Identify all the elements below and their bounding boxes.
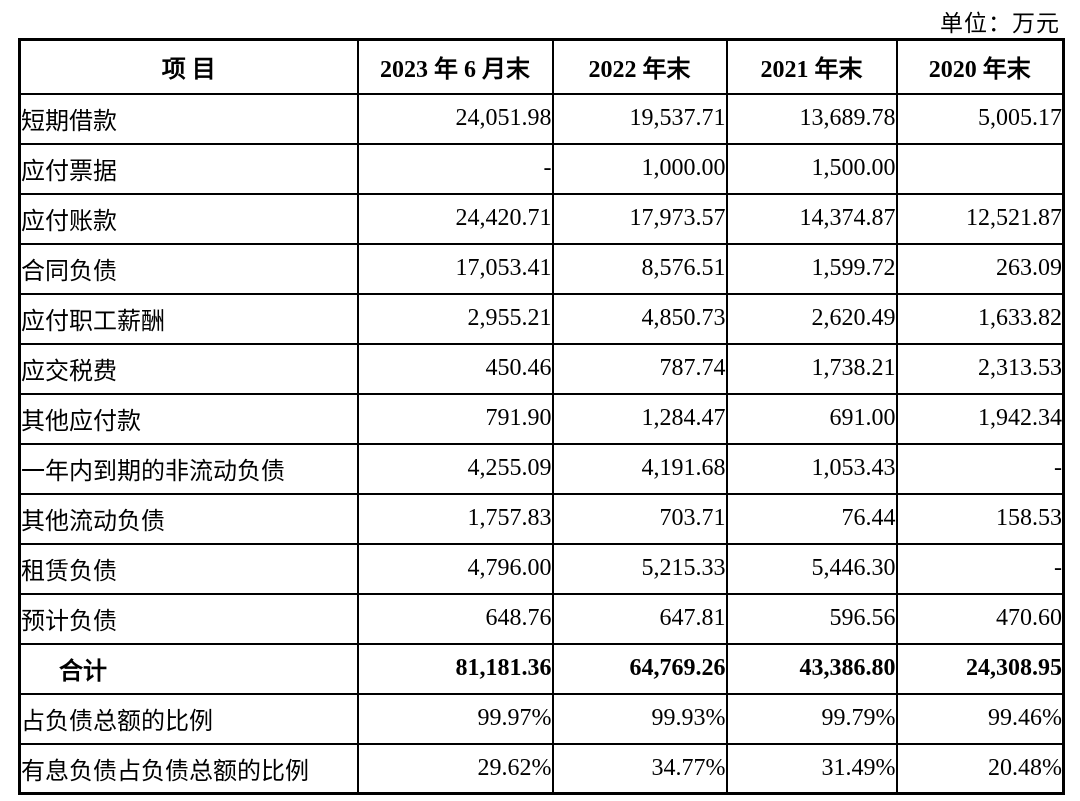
- row-label: 占负债总额的比例: [18, 692, 359, 745]
- cell-value: 99.79%: [725, 692, 898, 745]
- table-row: 预计负债 648.76 647.81 596.56 470.60: [18, 592, 1065, 645]
- row-label: 其他应付款: [18, 392, 359, 445]
- row-label: 合同负债: [18, 242, 359, 295]
- cell-value: 5,005.17: [895, 92, 1065, 145]
- column-header-2023h1: 2023 年 6 月末: [356, 38, 554, 95]
- table-row: 占负债总额的比例 99.97% 99.93% 99.79% 99.46%: [18, 692, 1065, 745]
- cell-value: 450.46: [356, 342, 554, 395]
- column-header-item: 项 目: [18, 38, 359, 95]
- cell-value: -: [895, 542, 1065, 595]
- row-label: 合计: [18, 642, 359, 695]
- row-label: 应付职工薪酬: [18, 292, 359, 345]
- cell-value: 5,446.30: [725, 542, 898, 595]
- row-label: 有息负债占负债总额的比例: [18, 742, 359, 795]
- table-row: 合同负债 17,053.41 8,576.51 1,599.72 263.09: [18, 242, 1065, 295]
- cell-value: 24,420.71: [356, 192, 554, 245]
- cell-value: 4,850.73: [551, 292, 728, 345]
- cell-value: 31.49%: [725, 742, 898, 795]
- row-label: 预计负债: [18, 592, 359, 645]
- column-header-2021: 2021 年末: [725, 38, 898, 95]
- cell-value: 1,599.72: [725, 242, 898, 295]
- cell-value: 81,181.36: [356, 642, 554, 695]
- row-label: 租赁负债: [18, 542, 359, 595]
- cell-value: -: [356, 142, 554, 195]
- cell-value: 29.62%: [356, 742, 554, 795]
- cell-value: 1,633.82: [895, 292, 1065, 345]
- cell-value: 1,500.00: [725, 142, 898, 195]
- cell-value: 43,386.80: [725, 642, 898, 695]
- cell-value: 20.48%: [895, 742, 1065, 795]
- cell-value: 17,973.57: [551, 192, 728, 245]
- table-row: 应付账款 24,420.71 17,973.57 14,374.87 12,521.87: [18, 192, 1065, 245]
- table-row: 短期借款 24,051.98 19,537.71 13,689.78 5,005.17: [18, 92, 1065, 145]
- cell-value: 99.93%: [551, 692, 728, 745]
- header-row: 项 目 2023 年 6 月末 2022 年末 2021 年末 2020 年末: [18, 38, 1065, 95]
- cell-value: 24,308.95: [895, 642, 1065, 695]
- row-label: 其他流动负债: [18, 492, 359, 545]
- cell-value: 19,537.71: [551, 92, 728, 145]
- table-row: 其他流动负债 1,757.83 703.71 76.44 158.53: [18, 492, 1065, 545]
- column-header-2022: 2022 年末: [551, 38, 728, 95]
- cell-value: 648.76: [356, 592, 554, 645]
- cell-value: 470.60: [895, 592, 1065, 645]
- cell-value: 791.90: [356, 392, 554, 445]
- table-body: 短期借款 24,051.98 19,537.71 13,689.78 5,005.17 应…: [18, 92, 1065, 795]
- cell-value: [895, 142, 1065, 195]
- row-label: 应付票据: [18, 142, 359, 195]
- cell-value: 4,796.00: [356, 542, 554, 595]
- cell-value: 99.46%: [895, 692, 1065, 745]
- cell-value: 34.77%: [551, 742, 728, 795]
- cell-value: 1,053.43: [725, 442, 898, 495]
- cell-value: 5,215.33: [551, 542, 728, 595]
- cell-value: 1,000.00: [551, 142, 728, 195]
- table-row: 有息负债占负债总额的比例 29.62% 34.77% 31.49% 20.48%: [18, 742, 1065, 795]
- cell-value: 703.71: [551, 492, 728, 545]
- cell-value: 1,942.34: [895, 392, 1065, 445]
- table-row: 一年内到期的非流动负债 4,255.09 4,191.68 1,053.43-: [18, 442, 1065, 495]
- unit-label: 单位：万元: [940, 11, 1060, 36]
- row-label: 应付账款: [18, 192, 359, 245]
- cell-value: 647.81: [551, 592, 728, 645]
- table-row: 合计 81,181.36 64,769.26 43,386.80 24,308.95: [18, 642, 1065, 695]
- cell-value: 99.97%: [356, 692, 554, 745]
- cell-value: 596.56: [725, 592, 898, 645]
- cell-value: 24,051.98: [356, 92, 554, 145]
- cell-value: 2,313.53: [895, 342, 1065, 395]
- financial-table: 项 目 2023 年 6 月末 2022 年末 2021 年末 2020 年末 …: [18, 38, 1065, 795]
- cell-value: 1,757.83: [356, 492, 554, 545]
- cell-value: 1,284.47: [551, 392, 728, 445]
- table-row: 应交税费 450.46 787.74 1,738.21 2,313.53: [18, 342, 1065, 395]
- cell-value: 8,576.51: [551, 242, 728, 295]
- cell-value: 4,191.68: [551, 442, 728, 495]
- cell-value: 1,738.21: [725, 342, 898, 395]
- cell-value: 787.74: [551, 342, 728, 395]
- table-row: 应付职工薪酬 2,955.21 4,850.73 2,620.49 1,633.82: [18, 292, 1065, 345]
- row-label: 应交税费: [18, 342, 359, 395]
- cell-value: 158.53: [895, 492, 1065, 545]
- cell-value: 64,769.26: [551, 642, 728, 695]
- table-header: 项 目 2023 年 6 月末 2022 年末 2021 年末 2020 年末: [18, 38, 1065, 95]
- row-label: 一年内到期的非流动负债: [18, 442, 359, 495]
- cell-value: 13,689.78: [725, 92, 898, 145]
- cell-value: 76.44: [725, 492, 898, 545]
- cell-value: 2,620.49: [725, 292, 898, 345]
- table-row: 其他应付款 791.90 1,284.47 691.00 1,942.34: [18, 392, 1065, 445]
- cell-value: 263.09: [895, 242, 1065, 295]
- cell-value: 14,374.87: [725, 192, 898, 245]
- cell-value: 17,053.41: [356, 242, 554, 295]
- cell-value: 4,255.09: [356, 442, 554, 495]
- cell-value: 2,955.21: [356, 292, 554, 345]
- cell-value: 691.00: [725, 392, 898, 445]
- cell-value: -: [895, 442, 1065, 495]
- table-row: 租赁负债 4,796.00 5,215.33 5,446.30-: [18, 542, 1065, 595]
- row-label: 短期借款: [18, 92, 359, 145]
- cell-value: 12,521.87: [895, 192, 1065, 245]
- column-header-2020: 2020 年末: [895, 38, 1065, 95]
- table-row: 应付票据 -1,000.00 1,500.00: [18, 142, 1065, 195]
